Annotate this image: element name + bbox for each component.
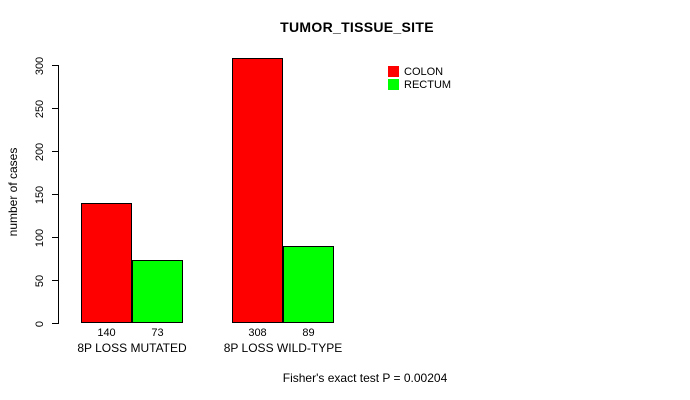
legend-item-rectum: RECTUM (388, 78, 451, 91)
y-axis-tick (52, 280, 58, 281)
legend-label: RECTUM (404, 78, 452, 91)
bar-colon-group2 (232, 58, 283, 323)
bar-rectum-group2 (283, 246, 334, 323)
y-axis-line (58, 65, 59, 324)
bar-value-label: 89 (302, 327, 315, 339)
legend-swatch-icon (388, 79, 399, 90)
bar-rectum-group1 (132, 260, 183, 323)
bar-value-label: 308 (248, 327, 267, 339)
y-axis-tick (52, 237, 58, 238)
y-axis-tick (52, 65, 58, 66)
y-axis-tick (52, 194, 58, 195)
legend: COLON RECTUM (388, 65, 451, 91)
bar-colon-group1 (81, 203, 132, 323)
legend-label: COLON (404, 65, 444, 78)
stat-annotation: Fisher's exact test P = 0.00204 (282, 371, 448, 385)
y-axis-tick-label: 200 (34, 142, 46, 161)
bar-value-label: 73 (151, 327, 164, 339)
y-axis-tick (52, 323, 58, 324)
y-axis-tick (52, 108, 58, 109)
y-axis-tick (52, 151, 58, 152)
category-label: 8P LOSS WILD-TYPE (223, 341, 343, 355)
y-axis-tick-label: 0 (34, 320, 46, 327)
y-axis-tick-label: 250 (34, 99, 46, 118)
y-axis-label: number of cases (6, 147, 20, 237)
category-label: 8P LOSS MUTATED (77, 341, 187, 355)
y-axis-tick-label: 50 (34, 274, 46, 287)
bar-value-label: 140 (97, 327, 116, 339)
legend-swatch-icon (388, 66, 399, 77)
y-axis-tick-label: 300 (34, 56, 46, 75)
chart-title: TUMOR_TISSUE_SITE (280, 19, 434, 35)
legend-item-colon: COLON (388, 65, 451, 78)
y-axis-tick-label: 150 (34, 185, 46, 204)
y-axis-tick-label: 100 (34, 228, 46, 247)
